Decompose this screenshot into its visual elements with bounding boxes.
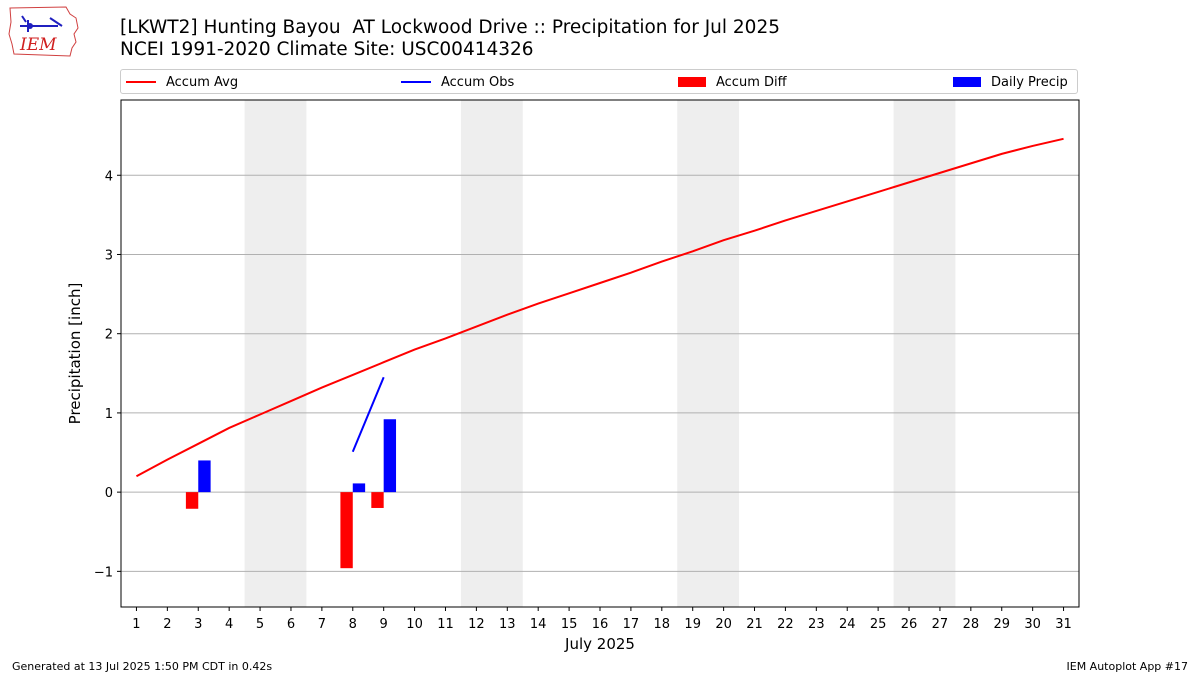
line-accum-avg bbox=[135, 137, 1064, 478]
bar-daily-precip-day-8 bbox=[352, 483, 366, 493]
legend-swatch-accum-diff bbox=[678, 77, 706, 87]
x-tick-label-16: 17 bbox=[623, 617, 640, 632]
legend-item-accum-diff: Accum Diff bbox=[678, 74, 787, 90]
legend-swatch-accum-obs bbox=[401, 81, 431, 83]
x-tick-label-30: 31 bbox=[1055, 617, 1072, 632]
y-tick-label-0: −1 bbox=[94, 565, 113, 580]
y-tick-label-1: 0 bbox=[105, 486, 113, 501]
line-accum-obs bbox=[351, 376, 385, 453]
x-tick-label-7: 8 bbox=[349, 617, 357, 632]
x-axis-label: July 2025 bbox=[564, 635, 635, 653]
iem-logo: IEM bbox=[8, 6, 79, 57]
x-tick-label-5: 6 bbox=[287, 617, 295, 632]
x-tick-label-25: 26 bbox=[901, 617, 918, 632]
bar-daily-precip-day-9 bbox=[383, 419, 397, 493]
weekend-band-1 bbox=[460, 100, 523, 607]
legend-label-accum-avg: Accum Avg bbox=[166, 74, 239, 90]
bar-accum-diff-day-8 bbox=[340, 492, 353, 569]
footer-generated-text: Generated at 13 Jul 2025 1:50 PM CDT in … bbox=[12, 660, 273, 673]
bar-accum-diff-day-3 bbox=[185, 492, 199, 509]
x-tick-label-0: 1 bbox=[132, 617, 140, 632]
x-tick-label-15: 16 bbox=[592, 617, 609, 632]
weekend-band-3 bbox=[893, 100, 956, 607]
y-tick-label-2: 1 bbox=[105, 407, 113, 422]
x-tick-label-22: 23 bbox=[808, 617, 825, 632]
legend-item-daily-precip: Daily Precip bbox=[953, 74, 1068, 90]
y-tick-label-4: 3 bbox=[105, 248, 113, 263]
legend-item-accum-avg: Accum Avg bbox=[126, 74, 238, 90]
x-tick-label-12: 13 bbox=[499, 617, 516, 632]
x-tick-label-24: 25 bbox=[870, 617, 887, 632]
x-tick-label-27: 28 bbox=[963, 617, 980, 632]
legend-label-daily-precip: Daily Precip bbox=[991, 74, 1068, 90]
x-tick-label-19: 20 bbox=[715, 617, 732, 632]
x-tick-label-28: 29 bbox=[993, 617, 1010, 632]
x-tick-label-29: 30 bbox=[1024, 617, 1041, 632]
legend-label-accum-obs: Accum Obs bbox=[441, 74, 515, 90]
x-tick-label-6: 7 bbox=[318, 617, 326, 632]
bar-accum-diff-day-9 bbox=[371, 492, 384, 508]
chart-title: [LKWT2] Hunting Bayou AT Lockwood Drive … bbox=[120, 17, 780, 38]
x-tick-label-13: 14 bbox=[530, 617, 547, 632]
x-tick-label-10: 11 bbox=[437, 617, 454, 632]
weekend-band-0 bbox=[244, 100, 307, 607]
legend-label-accum-diff: Accum Diff bbox=[716, 74, 787, 90]
x-tick-label-3: 4 bbox=[225, 617, 233, 632]
y-tick-label-5: 4 bbox=[105, 169, 113, 184]
x-tick-label-26: 27 bbox=[932, 617, 949, 632]
x-tick-label-1: 2 bbox=[163, 617, 171, 632]
x-tick-label-17: 18 bbox=[654, 617, 671, 632]
x-tick-label-18: 19 bbox=[684, 617, 701, 632]
iowa-outline-icon bbox=[8, 6, 79, 57]
y-tick-label-3: 2 bbox=[105, 328, 113, 343]
chart-subtitle: NCEI 1991-2020 Climate Site: USC00414326 bbox=[120, 39, 534, 60]
x-tick-label-20: 21 bbox=[746, 617, 763, 632]
legend-swatch-daily-precip bbox=[953, 77, 981, 87]
bar-daily-precip-day-3 bbox=[198, 460, 211, 493]
x-tick-label-4: 5 bbox=[256, 617, 264, 632]
chart-legend: Accum Avg Accum Obs Accum Diff Daily Pre… bbox=[120, 69, 1078, 94]
x-tick-label-9: 10 bbox=[406, 617, 423, 632]
x-tick-label-11: 12 bbox=[468, 617, 485, 632]
legend-swatch-accum-avg bbox=[126, 81, 156, 83]
x-tick-label-23: 24 bbox=[839, 617, 856, 632]
footer-app-text: IEM Autoplot App #17 bbox=[1066, 660, 1189, 673]
y-axis-label: Precipitation [inch] bbox=[66, 283, 84, 425]
legend-item-accum-obs: Accum Obs bbox=[401, 74, 514, 90]
x-tick-label-14: 15 bbox=[561, 617, 578, 632]
x-tick-label-21: 22 bbox=[777, 617, 794, 632]
x-tick-label-2: 3 bbox=[194, 617, 202, 632]
x-tick-label-8: 9 bbox=[380, 617, 388, 632]
iem-logo-text: IEM bbox=[19, 35, 57, 55]
weekend-band-2 bbox=[677, 100, 740, 607]
